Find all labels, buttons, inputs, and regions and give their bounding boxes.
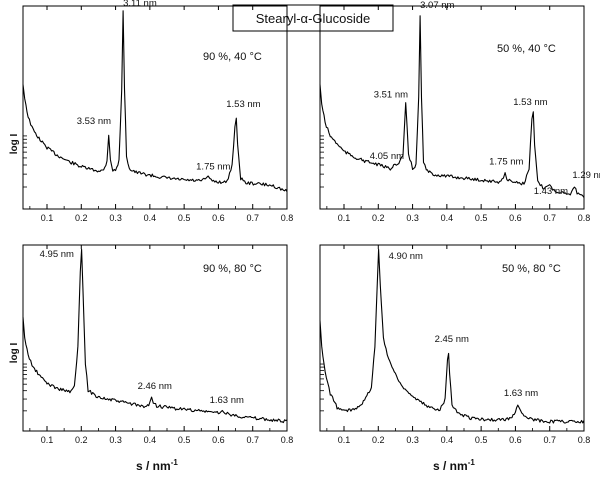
peak-label: 1.75 nm: [489, 156, 523, 167]
x-tick-label: 0.8: [281, 435, 294, 445]
data-series-line: [319, 248, 585, 424]
peak-label: 2.46 nm: [138, 381, 172, 392]
x-tick-label: 0.6: [509, 213, 522, 223]
condition-label: 90 %, 40 °C: [203, 51, 262, 63]
x-tick-label: 0.5: [475, 213, 488, 223]
x-tick-label: 0.4: [441, 435, 454, 445]
peak-label: 1.63 nm: [504, 388, 538, 399]
x-tick-label: 0.3: [109, 213, 122, 223]
peak-label: 1.75 nm: [196, 161, 230, 172]
x-tick-label: 0.5: [178, 435, 191, 445]
x-tick-label: 0.2: [372, 435, 385, 445]
data-series-line: [22, 10, 288, 193]
x-tick-label: 0.3: [109, 435, 122, 445]
peak-label: 1.53 nm: [226, 99, 260, 110]
plot-frame: [22, 5, 288, 210]
x-axis-label-left: s / nm-1: [136, 458, 178, 473]
x-tick-label: 0.4: [441, 213, 454, 223]
condition-label: 50 %, 80 °C: [502, 263, 561, 275]
x-tick-label: 0.7: [246, 435, 259, 445]
x-tick-label: 0.1: [338, 435, 351, 445]
x-tick-label: 0.3: [406, 213, 419, 223]
x-axis-label-left-main: s / nm: [136, 459, 171, 473]
data-series-line: [22, 248, 288, 424]
x-tick-label: 0.5: [475, 435, 488, 445]
x-axis-label-right-main: s / nm: [433, 459, 468, 473]
panel-top-left: 0.1 0.2 0.3 0.4 0.5 0.6 0.7 0.8 90 %, 40 °C 3.53 …: [22, 0, 294, 223]
x-tick-label: 0.1: [41, 213, 54, 223]
x-tick-label: 0.7: [246, 213, 259, 223]
panel-bottom-right: 0.1 0.2 0.3 0.4 0.5 0.6 0.7 0.8 50 %, 80 °C 4.90 …: [319, 244, 591, 445]
x-tick-label: 0.1: [338, 213, 351, 223]
data-series-line: [319, 15, 585, 198]
peak-label: 1.53 nm: [513, 97, 547, 108]
y-axis-label-top: log I: [9, 134, 20, 155]
x-tick-label: 0.2: [372, 213, 385, 223]
x-axis-label-left-exp: -1: [171, 458, 179, 467]
figure-title-text: Stearyl-α-Glucoside: [256, 11, 370, 26]
x-axis-label-right-exp: -1: [468, 458, 476, 467]
x-tick-label: 0.5: [178, 213, 191, 223]
x-axis-label-right: s / nm-1: [433, 458, 475, 473]
x-tick-label: 0.6: [212, 435, 225, 445]
x-tick-label: 0.8: [578, 213, 591, 223]
peak-label: 4.90 nm: [389, 251, 423, 262]
peak-label: 3.11 nm: [123, 0, 157, 9]
x-tick-label: 0.3: [406, 435, 419, 445]
condition-label: 50 %, 40 °C: [497, 43, 556, 55]
condition-label: 90 %, 80 °C: [203, 263, 262, 275]
panel-top-right: 0.1 0.2 0.3 0.4 0.5 0.6 0.7 0.8 50 %, 40 °C 4.05 …: [319, 0, 600, 223]
peak-label: 3.07 nm: [420, 0, 454, 11]
x-tick-label: 0.2: [75, 435, 88, 445]
peak-label: 1.29 nm: [572, 170, 600, 181]
plot-frame: [319, 244, 585, 432]
peak-label: 1.63 nm: [210, 395, 244, 406]
y-axis-label-bottom: log I: [9, 343, 20, 364]
x-tick-label: 0.7: [543, 213, 556, 223]
peak-label: 1.43 nm: [534, 186, 568, 197]
x-tick-label: 0.4: [144, 213, 157, 223]
plot-frame: [22, 244, 288, 432]
x-tick-label: 0.2: [75, 213, 88, 223]
x-tick-label: 0.6: [212, 213, 225, 223]
x-tick-label: 0.8: [281, 213, 294, 223]
panel-bottom-left: 0.1 0.2 0.3 0.4 0.5 0.6 0.7 0.8 90 %, 80 °C 4.95 …: [22, 244, 294, 445]
plot-frame: [319, 5, 585, 210]
peak-label: 4.05 nm: [370, 151, 404, 162]
figure-title: Stearyl-α-Glucoside: [232, 4, 394, 32]
x-tick-label: 0.7: [543, 435, 556, 445]
peak-label: 4.95 nm: [40, 249, 74, 260]
x-tick-label: 0.1: [41, 435, 54, 445]
peak-label: 3.51 nm: [374, 90, 408, 101]
x-tick-label: 0.6: [509, 435, 522, 445]
x-tick-label: 0.4: [144, 435, 157, 445]
x-tick-label: 0.8: [578, 435, 591, 445]
peak-label: 3.53 nm: [77, 116, 111, 127]
peak-label: 2.45 nm: [435, 334, 469, 345]
